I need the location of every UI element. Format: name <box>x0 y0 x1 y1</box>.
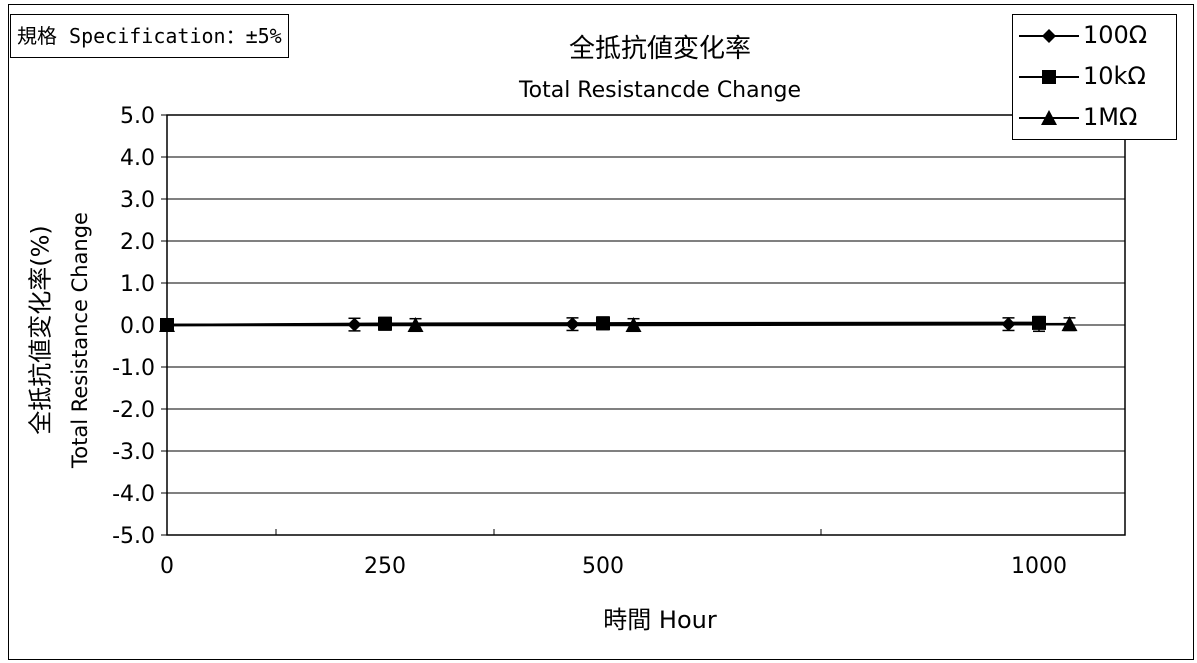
y-axis-label-english: Total Resistance Change <box>68 212 92 468</box>
legend-item-100ohm: 100Ω <box>1013 17 1176 55</box>
axis-ticks: 5.0 4.0 3.0 2.0 1.0 0.0 -1.0 -2.0 -3.0 -4.0 -5.00 2… <box>112 104 1067 579</box>
y-tick-label: 3.0 <box>120 188 155 213</box>
y-tick-label: 4.0 <box>120 146 155 171</box>
y-tick-label: 1.0 <box>120 272 155 297</box>
y-tick-label: 2.0 <box>120 230 155 255</box>
y-tick-label: -3.0 <box>112 440 155 465</box>
specification-label: 規格 Specification：±5% <box>17 24 282 48</box>
chart-title: 全抵抗値変化率 <box>568 34 751 64</box>
y-tick-label: 5.0 <box>120 104 155 129</box>
y-tick-label: -1.0 <box>112 356 155 381</box>
square-marker-icon <box>1019 70 1079 84</box>
series-triangle <box>159 316 1078 333</box>
data-series <box>159 315 1078 333</box>
specification-box: 規格 Specification：±5% <box>10 14 289 58</box>
data-point-triangle <box>1061 316 1078 332</box>
series-line <box>167 322 1070 327</box>
x-tick-label: 1000 <box>1011 554 1067 579</box>
data-point-square <box>1032 315 1046 330</box>
data-point-square <box>378 316 392 331</box>
data-point-triangle <box>625 317 642 332</box>
x-tick-label: 0 <box>160 554 174 579</box>
data-point-triangle <box>159 317 175 332</box>
legend-label: 1MΩ <box>1083 103 1138 131</box>
data-point-triangle <box>407 317 424 332</box>
legend-item-1mohm: 1MΩ <box>1013 99 1176 137</box>
x-axis-label: 時間 Hour <box>603 606 717 634</box>
legend-label: 100Ω <box>1083 21 1148 49</box>
legend: 100Ω 10kΩ 1MΩ <box>1012 14 1177 140</box>
chart-frame <box>8 4 1194 660</box>
y-tick-label: -4.0 <box>112 482 155 507</box>
y-tick-label: 0.0 <box>120 314 155 339</box>
y-axis-label: 全抵抗値変化率(%) <box>26 225 55 435</box>
legend-label: 10kΩ <box>1083 62 1146 90</box>
y-tick-label: -5.0 <box>112 524 155 549</box>
x-tick-label: 500 <box>582 554 624 579</box>
diamond-marker-icon <box>1019 29 1079 43</box>
triangle-marker-icon <box>1019 110 1079 125</box>
legend-item-10kohm: 10kΩ <box>1013 58 1176 96</box>
y-tick-label: -2.0 <box>112 398 155 423</box>
chart-subtitle: Total Resistancde Change <box>518 78 802 103</box>
data-point-square <box>596 316 610 331</box>
x-tick-label: 250 <box>364 554 406 579</box>
